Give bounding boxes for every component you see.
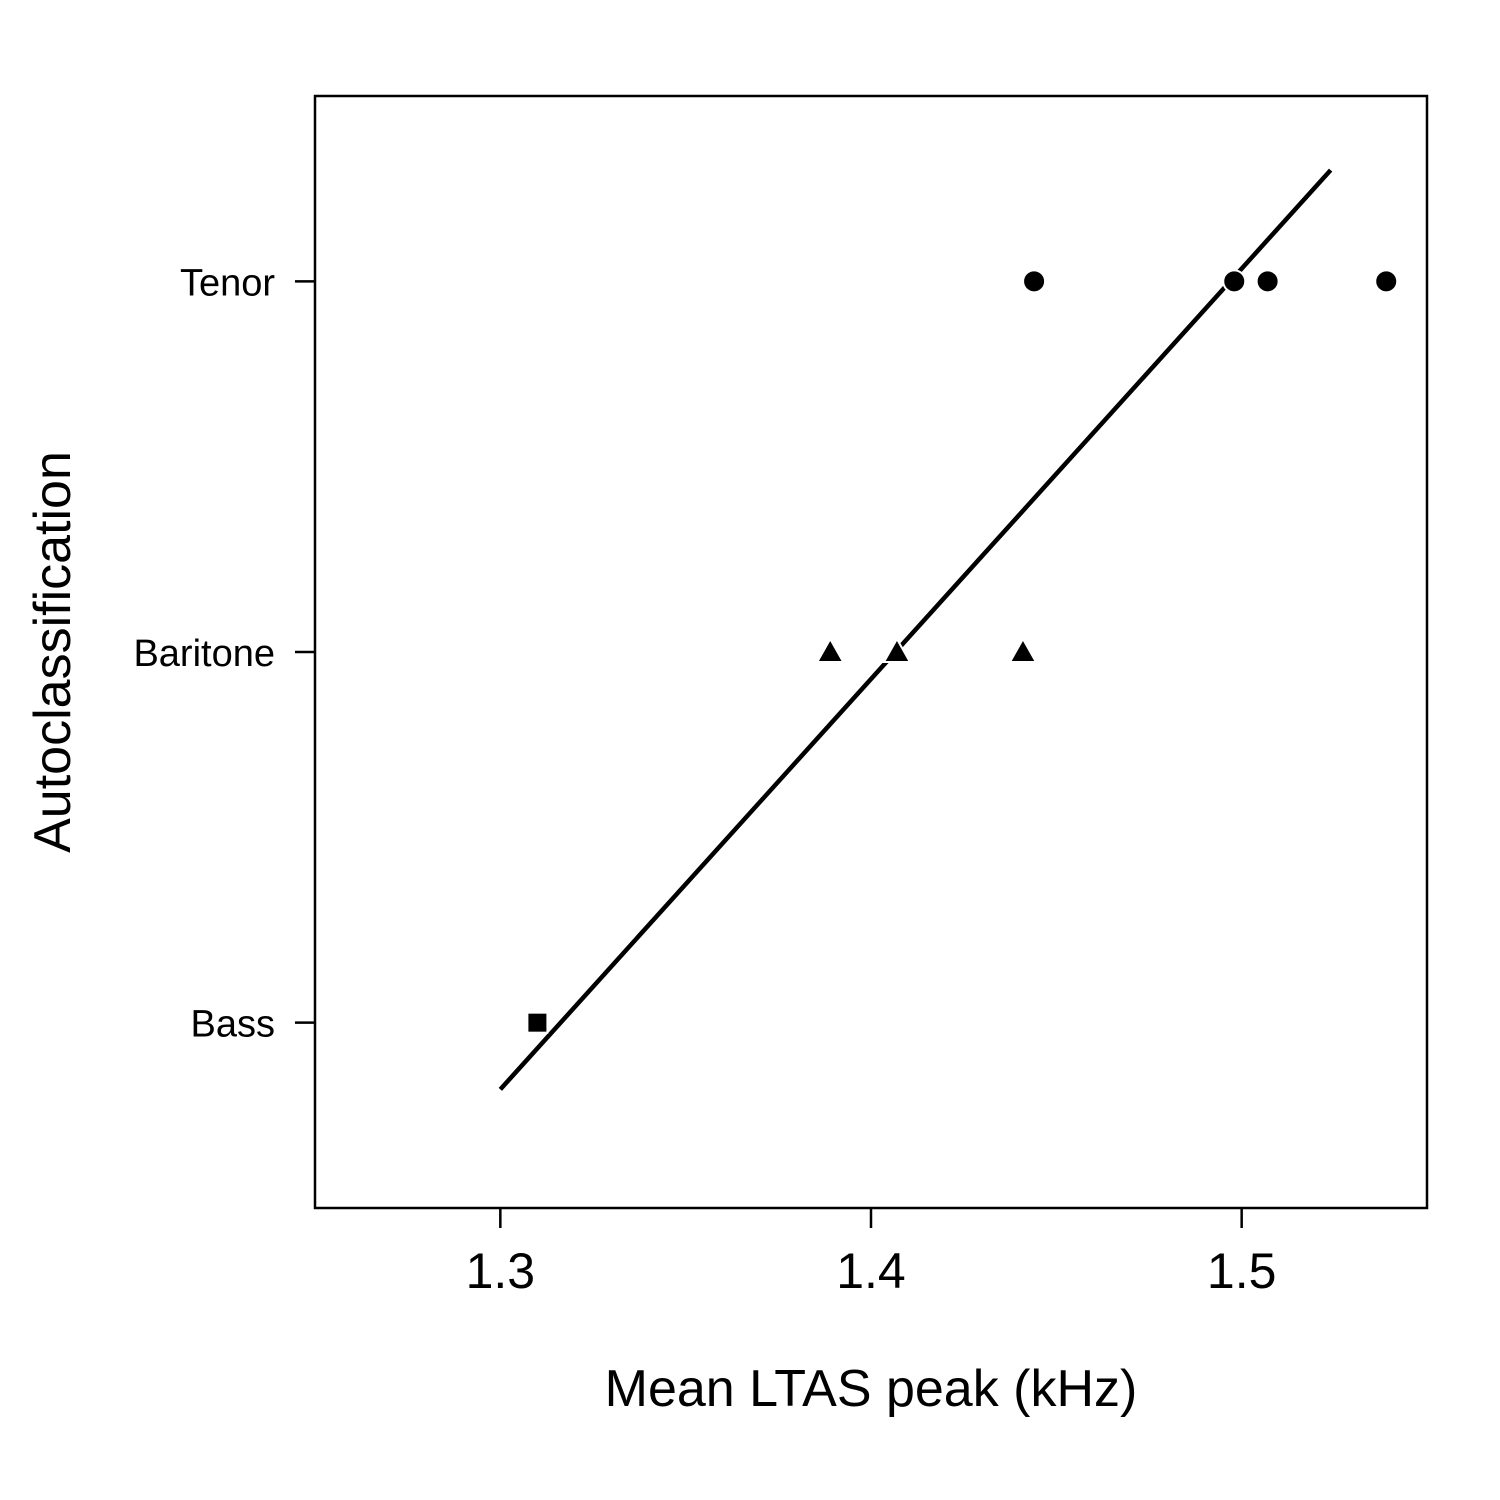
triangle-point [882,636,912,663]
y-tick-label: Bass [191,1004,275,1046]
square-point [526,1011,549,1034]
x-tick-label: 1.5 [1207,1243,1277,1299]
circle-point [1022,269,1047,294]
x-tick-label: 1.3 [466,1243,536,1299]
y-axis-label: Autoclassification [24,451,82,853]
x-axis: 1.3 1.4 1.5 [466,1208,1277,1299]
y-axis: Bass Baritone Tenor [133,262,315,1046]
x-axis-label: Mean LTAS peak (kHz) [605,1360,1138,1418]
triangle-point [1008,636,1038,663]
triangle-point [815,636,845,663]
circle-point [1222,269,1247,294]
data-points-layer [526,269,1399,1034]
plot-frame [313,94,1429,1210]
fit-line-layer [498,168,1333,1091]
x-tick-label: 1.4 [836,1243,906,1299]
y-tick-label: Tenor [180,262,275,304]
y-tick-label: Baritone [133,633,275,675]
circle-point [1374,269,1399,294]
circle-point [1255,269,1280,294]
regression-line [498,168,1333,1091]
